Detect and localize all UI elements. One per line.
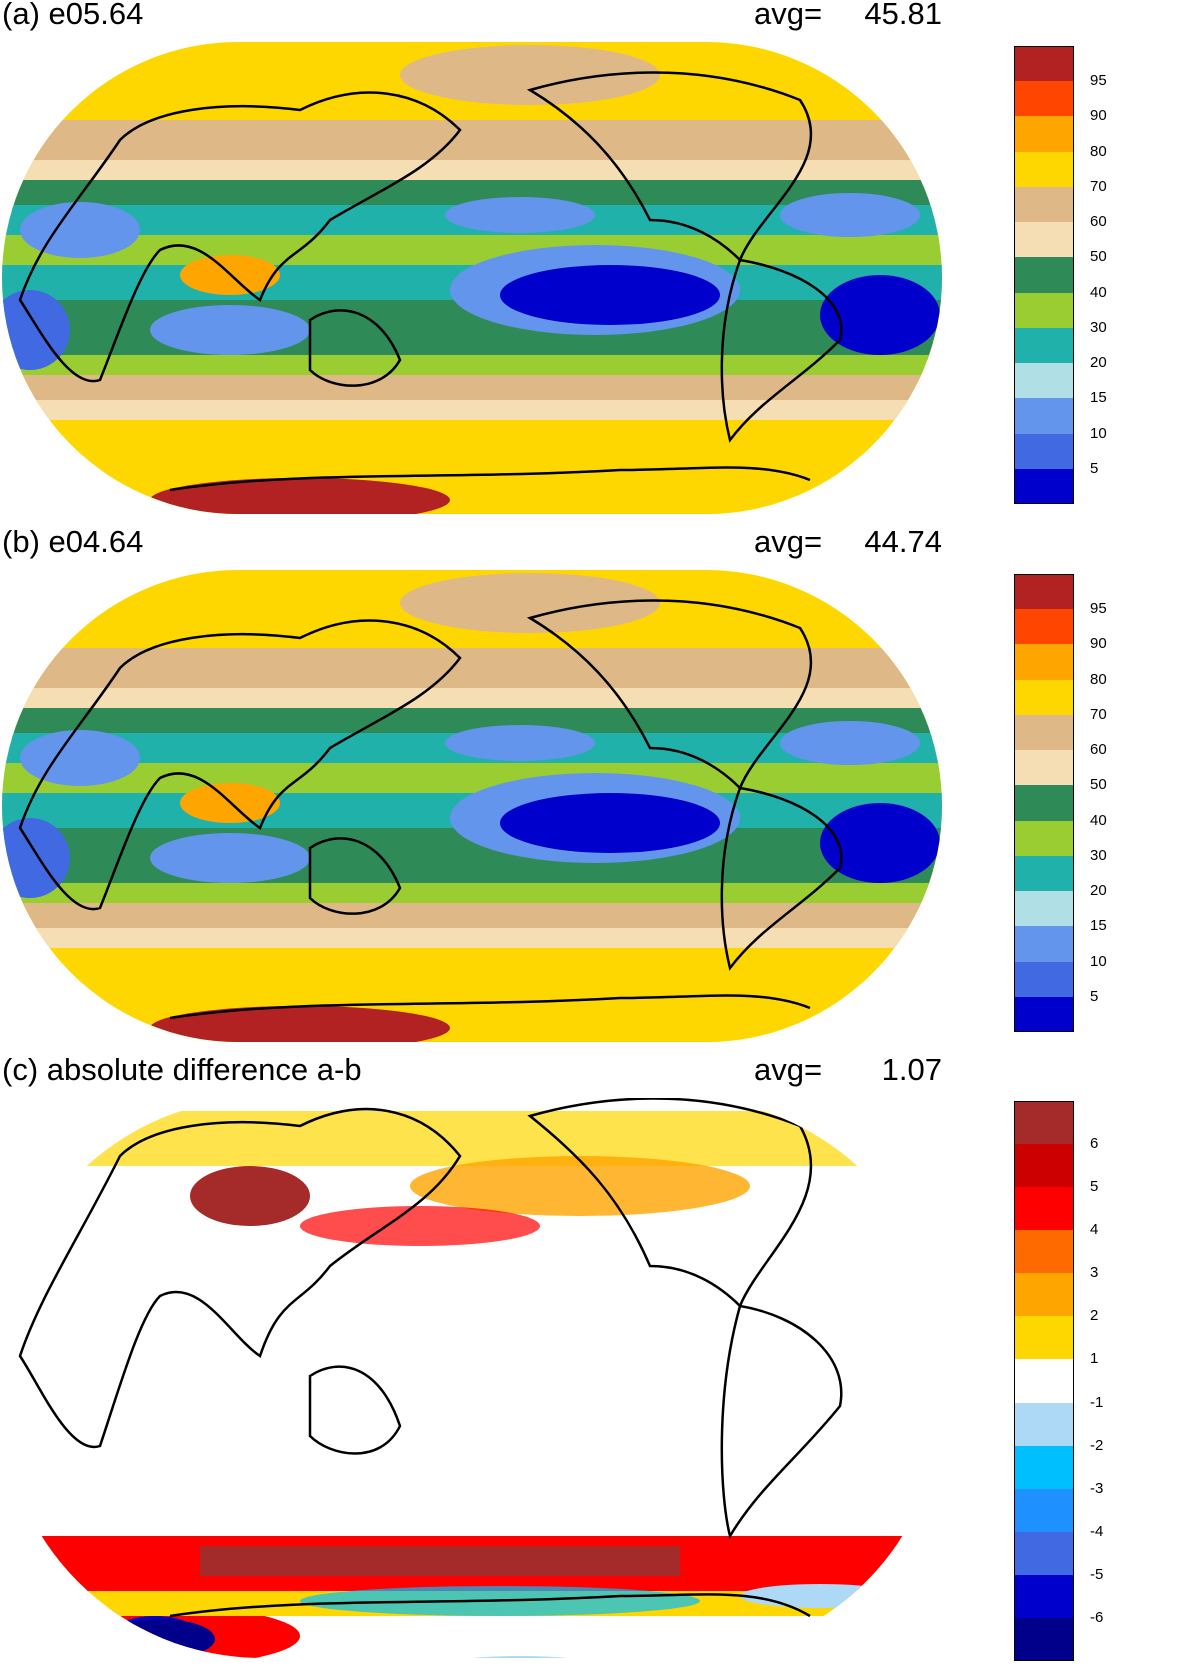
- colorbar-label: 10: [1090, 424, 1107, 442]
- colorbar-swatch: [1014, 574, 1074, 610]
- average-value: 44.74: [864, 524, 942, 559]
- colorbar-swatch: [1014, 679, 1074, 715]
- colorbar-label: -1: [1090, 1393, 1104, 1411]
- colorbar-swatch: [1014, 1574, 1074, 1618]
- colorbar-swatch: [1014, 1187, 1074, 1231]
- colorbar-label: 90: [1090, 107, 1107, 125]
- colorbar-swatch: [1014, 1230, 1074, 1274]
- colorbar-label: 4: [1090, 1221, 1099, 1239]
- colorbar-label: 40: [1090, 811, 1107, 829]
- colorbar-swatch: [1014, 996, 1074, 1032]
- colorbar-label: 15: [1090, 917, 1107, 935]
- colorbar-label: 90: [1090, 635, 1107, 653]
- average-value: 45.81: [864, 0, 942, 31]
- colorbar-swatch: [1014, 398, 1074, 434]
- colorbar-swatch: [1014, 750, 1074, 786]
- colorbar-swatch: [1014, 1359, 1074, 1403]
- colorbar-swatch: [1014, 186, 1074, 223]
- colorbar-label: 15: [1090, 389, 1107, 407]
- colorbar-swatch: [1014, 468, 1074, 504]
- colorbar-swatch: [1014, 81, 1074, 117]
- colorbar-swatch: [1014, 363, 1074, 399]
- colorbar-swatch: [1014, 292, 1074, 328]
- colorbar-swatch: [1014, 116, 1074, 152]
- colorbar-label: 60: [1090, 741, 1107, 759]
- colorbar-swatch: [1014, 714, 1074, 751]
- colorbar-label: 5: [1090, 459, 1099, 477]
- colorbar-swatch: [1014, 257, 1074, 293]
- colorbar-label: 2: [1090, 1307, 1099, 1325]
- average-label: avg=: [754, 0, 823, 31]
- panel-title: (c) absolute difference a-b: [2, 1052, 362, 1087]
- colorbar-label: 20: [1090, 882, 1107, 900]
- colorbar-label: 95: [1090, 72, 1107, 90]
- coastlines: [18, 1098, 843, 1618]
- colorbar-label: 1: [1090, 1350, 1099, 1368]
- colorbar-label: 3: [1090, 1264, 1099, 1282]
- average-label: avg=: [754, 1052, 823, 1087]
- colorbar-label: 80: [1090, 142, 1107, 160]
- colorbar-swatch: [1014, 46, 1074, 82]
- colorbar-label: -3: [1090, 1479, 1104, 1497]
- colorbar-swatch: [1014, 1101, 1074, 1145]
- colorbar-swatch: [1014, 644, 1074, 680]
- colorbar-label: 80: [1090, 670, 1107, 688]
- colorbar-label: 70: [1090, 177, 1107, 195]
- colorbar-label: 30: [1090, 846, 1107, 864]
- colorbar-label: 50: [1090, 776, 1107, 794]
- colorbar-label: 60: [1090, 213, 1107, 231]
- colorbar-label: 5: [1090, 987, 1099, 1005]
- colorbar-label: -4: [1090, 1522, 1104, 1540]
- colorbar-swatch: [1014, 1617, 1074, 1661]
- colorbar-swatch: [1014, 891, 1074, 927]
- colorbar-label: -6: [1090, 1608, 1104, 1626]
- panel-title: (b) e04.64: [2, 524, 144, 559]
- colorbar-label: 50: [1090, 248, 1107, 266]
- coastlines: [18, 599, 843, 1020]
- colorbar-swatch: [1014, 961, 1074, 997]
- colorbar-swatch: [1014, 327, 1074, 364]
- colorbar-swatch: [1014, 222, 1074, 258]
- colorbar-swatch: [1014, 820, 1074, 856]
- colorbar-swatch: [1014, 609, 1074, 645]
- colorbar-label: 10: [1090, 952, 1107, 970]
- colorbar-swatch: [1014, 151, 1074, 187]
- panel-a: (a) e05.64 avg= 45.81: [0, 0, 1183, 520]
- average-label: avg=: [754, 524, 823, 559]
- colorbar-swatch: [1014, 785, 1074, 821]
- colorbar-label: 5: [1090, 1178, 1099, 1196]
- map-b: [2, 570, 942, 1042]
- colorbar-swatch: [1014, 1531, 1074, 1575]
- colorbar-swatch: [1014, 1144, 1074, 1188]
- colorbar-label: -5: [1090, 1565, 1104, 1583]
- colorbar-label: 40: [1090, 283, 1107, 301]
- colorbar-swatch: [1014, 1445, 1074, 1489]
- colorbar-swatch: [1014, 855, 1074, 892]
- coastlines: [18, 71, 843, 492]
- colorbar-swatch: [1014, 1402, 1074, 1446]
- panel-c: (c) absolute difference a-b avg= 1.07: [0, 1052, 1183, 1676]
- map-c: [2, 1098, 942, 1658]
- map-a: [2, 42, 942, 514]
- average-value: 1.07: [881, 1052, 942, 1087]
- colorbar-swatch: [1014, 433, 1074, 469]
- colorbar-swatch: [1014, 1316, 1074, 1360]
- colorbar-label: 30: [1090, 318, 1107, 336]
- colorbar-label: 95: [1090, 600, 1107, 618]
- colorbar-label: 70: [1090, 705, 1107, 723]
- colorbar-label: 20: [1090, 354, 1107, 372]
- colorbar-label: -2: [1090, 1436, 1104, 1454]
- colorbar-swatch: [1014, 926, 1074, 962]
- colorbar-swatch: [1014, 1273, 1074, 1317]
- colorbar-swatch: [1014, 1488, 1074, 1532]
- panel-title: (a) e05.64: [2, 0, 144, 31]
- panel-b: (b) e04.64 avg= 44.74: [0, 524, 1183, 1048]
- colorbar-label: 6: [1090, 1135, 1099, 1153]
